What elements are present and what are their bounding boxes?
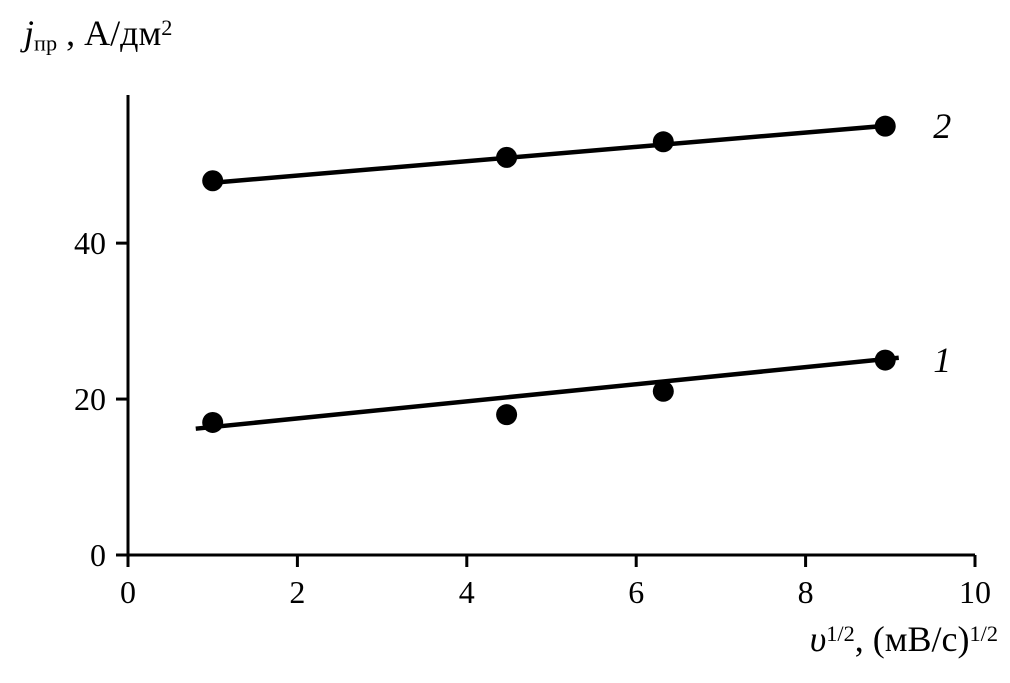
x-axis-units: , (мВ/с) — [854, 619, 970, 659]
trendline-series-1 — [195, 355, 899, 431]
x-tick-label: 0 — [120, 574, 136, 610]
x-tick-label: 4 — [459, 574, 475, 610]
x-tick-label: 10 — [959, 574, 991, 610]
y-axis-title: jпр , А/дм2 — [24, 13, 173, 56]
x-tick-label: 2 — [289, 574, 305, 610]
data-point-series-1 — [202, 411, 224, 433]
x-axis-symbol: υ — [809, 619, 827, 659]
data-point-series-1 — [874, 349, 896, 371]
y-tick-label: 40 — [74, 225, 106, 261]
x-axis-superscript-1: 1/2 — [826, 620, 855, 646]
y-tick-label: 0 — [90, 537, 106, 573]
axes-lines — [126, 95, 975, 557]
y-axis-units: , А/дм — [57, 13, 162, 53]
y-axis-subscript: пр — [34, 30, 58, 56]
series-label-1: 1 — [933, 340, 951, 380]
trendline-series-2 — [208, 123, 891, 186]
data-point-series-1 — [652, 380, 674, 402]
series-label-2: 2 — [933, 106, 951, 146]
data-point-series-2 — [202, 170, 224, 192]
data-point-series-2 — [496, 146, 518, 168]
data-point-series-2 — [874, 115, 896, 137]
y-axis-superscript: 2 — [161, 14, 173, 40]
y-tick-label: 20 — [74, 381, 106, 417]
x-axis-title: υ1/2, (мВ/с)1/2 — [809, 619, 998, 660]
data-point-series-1 — [496, 404, 518, 426]
data-point-series-2 — [652, 131, 674, 153]
x-axis-superscript-2: 1/2 — [969, 620, 998, 646]
x-tick-label: 8 — [798, 574, 814, 610]
x-tick-label: 6 — [628, 574, 644, 610]
y-axis-symbol: j — [24, 13, 35, 53]
